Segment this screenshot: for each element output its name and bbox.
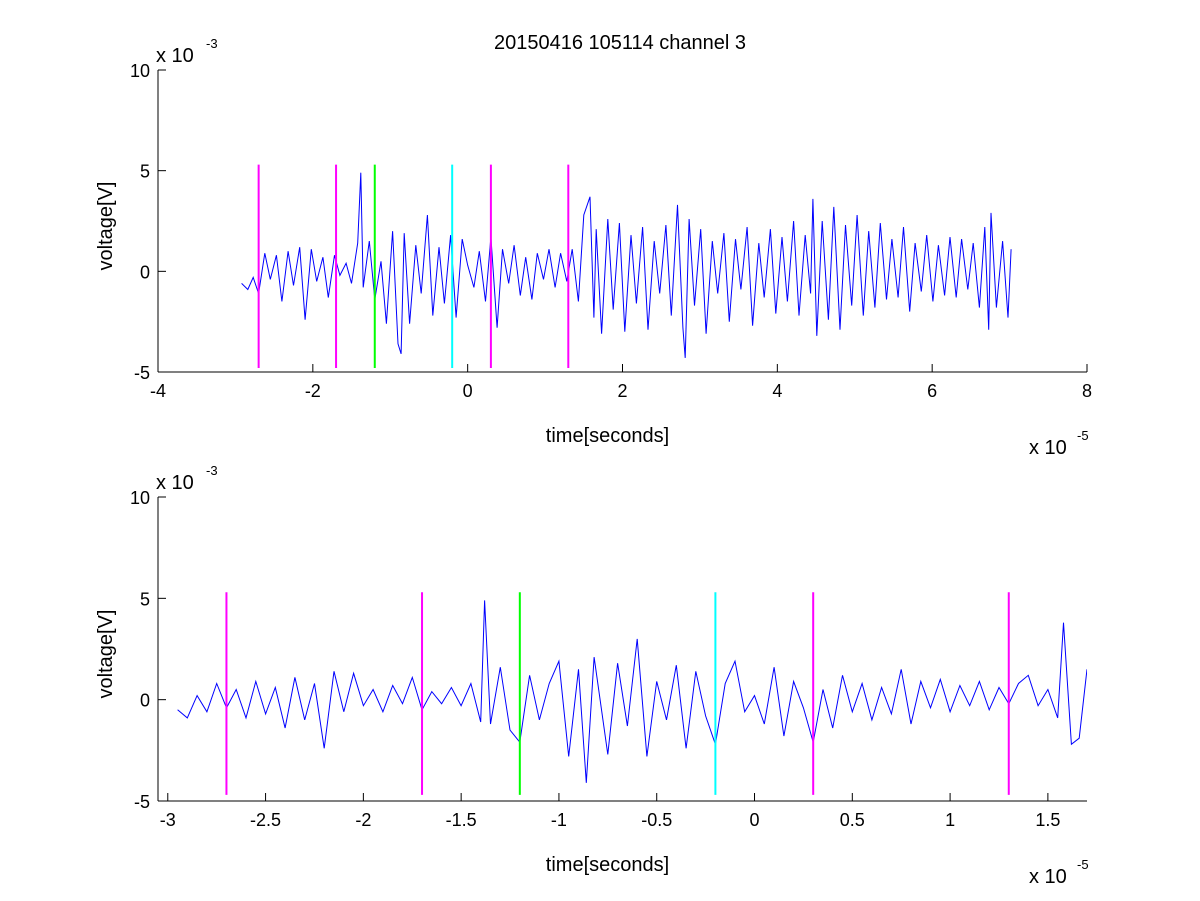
x-tick-label: -2.5	[250, 810, 281, 830]
y-tick-label: -5	[134, 792, 150, 812]
bottom-subplot: -3 -2.5 -2 -1.5 -1 -0.5 0 0.5 1 1.5 -5 0 5 10 time[sec…	[95, 463, 1089, 888]
x-tick-label: 0	[750, 810, 760, 830]
x-tick-label: 0	[463, 381, 473, 401]
x-axis-label: time[seconds]	[546, 854, 669, 876]
y-tick-label: 5	[140, 162, 150, 182]
x-tick-label: 1	[945, 810, 955, 830]
y-tick-label: 0	[140, 262, 150, 282]
signal-line	[177, 600, 1087, 783]
y-axis-label: voltage[V]	[95, 182, 117, 271]
x-tick-label: -0.5	[641, 810, 672, 830]
y-axis-multiplier-exponent: -3	[206, 463, 218, 478]
y-axis-multiplier: x 10	[156, 472, 194, 494]
y-tick-label: -5	[134, 363, 150, 383]
y-tick-label: 10	[130, 488, 150, 508]
x-tick-label: -2	[355, 810, 371, 830]
x-tick-label: -3	[160, 810, 176, 830]
x-tick-label: -2	[305, 381, 321, 401]
figure-title: 20150416 105114 channel 3	[494, 32, 746, 54]
x-tick-label: 2	[617, 381, 627, 401]
signal-line	[241, 172, 1012, 358]
y-tick-label: 5	[140, 589, 150, 609]
x-tick-label: 6	[927, 381, 937, 401]
x-tick-label: 4	[772, 381, 782, 401]
x-tick-label: -4	[150, 381, 166, 401]
x-axis-multiplier: x 10	[1029, 437, 1067, 459]
x-axis-multiplier-exponent: -5	[1077, 857, 1089, 872]
x-axis-multiplier: x 10	[1029, 866, 1067, 888]
x-tick-label: -1	[551, 810, 567, 830]
x-axis-label: time[seconds]	[546, 425, 669, 447]
y-tick-label: 10	[130, 61, 150, 81]
x-tick-label: 0.5	[840, 810, 865, 830]
top-subplot: -4 -2 0 2 4 6 8 -5 0 5 10 time[seconds] voltage[V] x …	[95, 36, 1092, 459]
x-tick-label: -1.5	[446, 810, 477, 830]
x-axis-multiplier-exponent: -5	[1077, 428, 1089, 443]
x-tick-label: 8	[1082, 381, 1092, 401]
y-axis-multiplier-exponent: -3	[206, 36, 218, 51]
x-tick-label: 1.5	[1035, 810, 1060, 830]
y-axis-multiplier: x 10	[156, 45, 194, 67]
y-axis-label: voltage[V]	[95, 610, 117, 699]
y-tick-label: 0	[140, 691, 150, 711]
